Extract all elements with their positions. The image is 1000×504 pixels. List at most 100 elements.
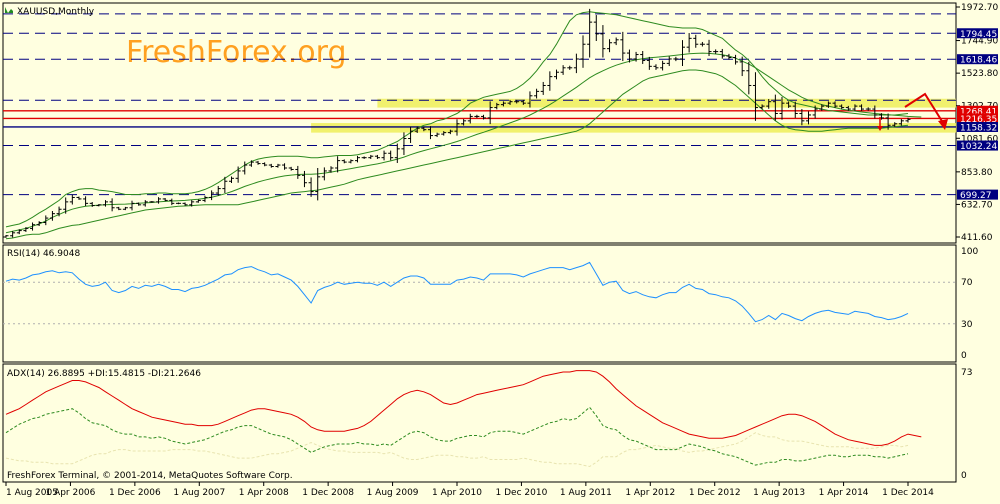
ohlc-bar bbox=[295, 165, 301, 179]
ohlc-bar bbox=[653, 64, 659, 70]
ohlc-bar bbox=[175, 202, 181, 205]
level-price-label: 1158.32 bbox=[960, 123, 997, 133]
time-axis-label: 1 Aug 2009 bbox=[367, 488, 419, 498]
ohlc-bar bbox=[719, 48, 725, 59]
ohlc-bar bbox=[288, 166, 294, 171]
ohlc-bar bbox=[620, 31, 626, 62]
ohlc-bar bbox=[308, 177, 314, 197]
ohlc-bar bbox=[514, 99, 520, 104]
ohlc-bar bbox=[666, 56, 672, 67]
bb-upper-line bbox=[5, 11, 909, 228]
price-axis-label: 1523.80 bbox=[961, 69, 998, 79]
time-axis-label: 1 Dec 2010 bbox=[496, 488, 548, 498]
ohlc-bar bbox=[507, 99, 513, 105]
forecast-arrowhead bbox=[938, 119, 948, 130]
ohlc-bar bbox=[467, 113, 473, 124]
ohlc-bar bbox=[16, 229, 22, 235]
ohlc-bar bbox=[494, 102, 500, 110]
ohlc-bar bbox=[600, 25, 606, 58]
time-axis-label: 1 Aug 2007 bbox=[173, 488, 225, 498]
ohlc-bar bbox=[481, 114, 487, 120]
ohlc-bar bbox=[209, 190, 215, 201]
ohlc-bar bbox=[162, 198, 168, 202]
ohlc-bar bbox=[812, 105, 818, 119]
ohlc-bar bbox=[567, 65, 573, 70]
ohlc-bar bbox=[301, 170, 307, 188]
ohlc-bar bbox=[335, 156, 341, 173]
ohlc-bar bbox=[487, 101, 493, 125]
ohlc-bar bbox=[786, 101, 792, 108]
level-price-tag bbox=[957, 121, 998, 132]
price-panel[interactable] bbox=[2, 2, 957, 244]
ohlc-bar bbox=[766, 99, 772, 109]
ohlc-bar bbox=[799, 109, 805, 126]
rsi-line bbox=[5, 261, 909, 323]
ohlc-bar bbox=[527, 91, 533, 108]
ohlc-bar bbox=[408, 126, 414, 143]
watermark: FreshForex.org bbox=[126, 35, 347, 70]
ohlc-bar bbox=[593, 15, 599, 41]
time-axis-label: 1 Apr 2014 bbox=[819, 488, 869, 498]
rsi-panel[interactable] bbox=[2, 244, 957, 363]
ohlc-bar bbox=[580, 35, 586, 68]
level-price-tag bbox=[957, 105, 998, 116]
ohlc-bar bbox=[222, 176, 228, 194]
ohlc-bar bbox=[680, 40, 685, 67]
support-resistance-zone-0 bbox=[377, 98, 957, 108]
time-axis-label: 1 Apr 2010 bbox=[432, 488, 482, 498]
ohlc-bar bbox=[441, 131, 447, 136]
ohlc-bar bbox=[229, 176, 234, 184]
ohlc-bar bbox=[56, 206, 62, 217]
symbol-title: XAUUSD,Monthly bbox=[5, 7, 95, 17]
ohlc-bar bbox=[394, 143, 400, 163]
time-axis-label: 1 Dec 2006 bbox=[109, 488, 161, 498]
ohlc-bar bbox=[401, 132, 407, 156]
time-axis-label: 1 Apr 2012 bbox=[625, 488, 675, 498]
ohlc-bar bbox=[321, 167, 327, 181]
ohlc-bar bbox=[706, 39, 712, 57]
ohlc-bar bbox=[374, 154, 380, 159]
ohlc-bar bbox=[905, 117, 911, 123]
ohlc-bar bbox=[116, 206, 122, 211]
ohlc-bar bbox=[686, 33, 692, 53]
ohlc-bar bbox=[23, 227, 29, 232]
rsi-axis-label: 0 bbox=[961, 351, 967, 361]
ohlc-bar bbox=[613, 37, 619, 46]
adx-axis-label: 73 bbox=[961, 368, 972, 378]
down-arrowhead bbox=[877, 126, 883, 131]
ohlc-bar bbox=[368, 154, 374, 159]
ohlc-bar bbox=[69, 194, 75, 205]
minus-di-line bbox=[5, 432, 909, 468]
ohlc-bar bbox=[341, 159, 347, 164]
ohlc-bar bbox=[414, 126, 420, 133]
ohlc-bar bbox=[713, 49, 719, 54]
ohlc-bar bbox=[242, 161, 248, 175]
ohlc-bar bbox=[792, 101, 798, 118]
svg-text:XAUUSD,Monthly: XAUUSD,Monthly bbox=[17, 7, 95, 17]
ohlc-bar bbox=[63, 197, 69, 214]
ohlc-bar bbox=[553, 69, 559, 80]
ohlc-bar bbox=[361, 156, 367, 159]
ohlc-bar bbox=[268, 163, 274, 168]
ohlc-bar bbox=[733, 54, 739, 65]
level-price-tag bbox=[957, 113, 998, 124]
ohlc-bar bbox=[878, 113, 884, 120]
ohlc-bar bbox=[819, 104, 825, 111]
level-price-tag bbox=[957, 54, 998, 65]
ohlc-bar bbox=[520, 99, 526, 105]
ohlc-bar bbox=[282, 163, 288, 170]
ohlc-bar bbox=[779, 96, 785, 120]
time-axis-label: 1 Aug 2011 bbox=[560, 488, 612, 498]
ohlc-bar bbox=[434, 132, 440, 138]
ohlc-bar bbox=[739, 56, 745, 77]
rsi-title: RSI(14) 46.9048 bbox=[7, 249, 80, 259]
price-axis-label: 1744.90 bbox=[961, 37, 998, 47]
ohlc-bar bbox=[587, 8, 593, 58]
level-price-label: 1794.45 bbox=[960, 30, 997, 40]
ohlc-bar bbox=[540, 81, 546, 95]
ohlc-bar bbox=[872, 105, 878, 119]
ohlc-bar bbox=[142, 200, 148, 207]
adx-panel[interactable] bbox=[2, 363, 957, 483]
